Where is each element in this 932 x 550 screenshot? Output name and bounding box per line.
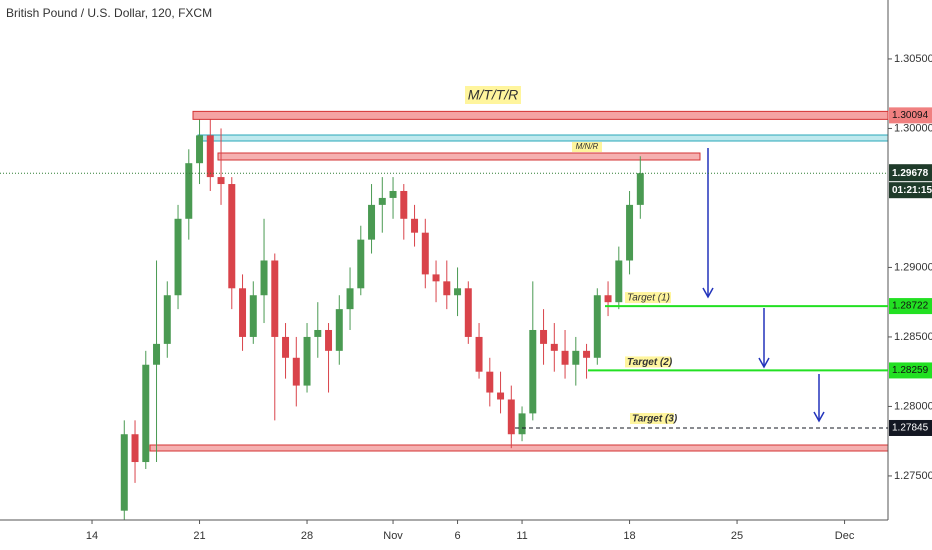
price-tag-label: 1.30094 <box>892 110 929 121</box>
candle-body <box>604 295 612 303</box>
candle-body <box>185 163 193 219</box>
candle-body <box>421 232 429 275</box>
price-tag-label: 1.28259 <box>892 365 929 376</box>
candle-body <box>615 260 623 303</box>
annotation-text: M/N/R <box>576 142 599 151</box>
candle-body <box>561 350 569 365</box>
price-tag <box>889 107 932 124</box>
price-tag-label: 1.29678 <box>892 168 929 179</box>
countdown-label: 01:21:15 <box>892 185 932 196</box>
candle-body <box>249 295 257 337</box>
candle-body <box>163 295 171 344</box>
arrows <box>702 148 825 423</box>
candle-body <box>497 392 505 400</box>
candle-body <box>142 364 150 463</box>
arrow-head <box>702 287 714 299</box>
annotation-text: M/T/T/R <box>468 87 519 103</box>
candle-body <box>550 343 558 351</box>
candle-body <box>153 343 161 365</box>
candle-body <box>271 260 279 337</box>
x-tick-label: 18 <box>623 530 635 542</box>
candle-body <box>529 329 537 414</box>
annotation-text: Target (3) <box>632 414 678 425</box>
candle-body <box>196 135 204 164</box>
candle-body <box>411 218 419 233</box>
candle-body <box>400 190 408 219</box>
candle-body <box>540 329 548 344</box>
y-tick-label: 1.28500 <box>894 331 932 343</box>
candle-body <box>389 190 397 198</box>
candle-body <box>443 281 451 296</box>
price-tag <box>889 164 932 182</box>
candle-body <box>583 350 591 358</box>
candle-body <box>475 336 483 372</box>
candle-body <box>432 274 440 282</box>
candle-body <box>131 434 139 463</box>
candle-body <box>593 295 601 358</box>
x-tick-label: 14 <box>86 530 98 542</box>
candle-body <box>217 177 225 185</box>
candle-body <box>518 413 526 435</box>
x-tick-label: Nov <box>383 530 403 542</box>
candle-body <box>206 135 214 178</box>
arrow-head <box>813 411 825 423</box>
cyan-zone <box>197 134 889 142</box>
annotation-bg <box>625 356 671 368</box>
y-tick-label: 1.30500 <box>894 53 932 65</box>
y-tick-label: 1.30000 <box>894 122 932 134</box>
arrow-head <box>758 357 770 369</box>
candle-body <box>292 357 300 386</box>
candle-body <box>626 204 634 261</box>
price-tag-label: 1.28722 <box>892 301 929 312</box>
candle-body <box>260 260 268 296</box>
annotation-bg <box>465 86 521 104</box>
resistance-zone <box>192 110 889 120</box>
candle-body <box>464 288 472 337</box>
y-tick-label: 1.27500 <box>894 470 932 482</box>
x-tick-label: 28 <box>301 530 313 542</box>
candle-body <box>357 239 365 289</box>
x-tick-label: 6 <box>454 530 460 542</box>
candle-body <box>174 218 182 296</box>
price-tag <box>889 362 932 379</box>
plot <box>120 114 644 521</box>
price-tag <box>889 419 932 436</box>
x-tick-label: Dec <box>835 530 855 542</box>
annotation-bg <box>630 412 674 424</box>
candle-body <box>282 336 290 358</box>
annotation-bg <box>625 292 671 304</box>
annotation-text: Target (1) <box>627 293 670 304</box>
y-tick-label: 1.29000 <box>894 261 932 273</box>
support-zone <box>149 444 889 452</box>
candle-body <box>507 399 515 435</box>
x-tick-label: 11 <box>516 530 527 542</box>
candle-body <box>335 309 343 351</box>
candle-body <box>486 371 494 393</box>
annotation-text: Target (2) <box>627 357 673 368</box>
mnr-zone <box>217 152 701 161</box>
candle-body <box>239 288 247 337</box>
y-tick-label: 1.28000 <box>894 400 932 412</box>
candle-body <box>325 329 333 351</box>
chart-title: British Pound / U.S. Dollar, 120, FXCM <box>6 6 212 20</box>
price-tag-label: 1.27845 <box>892 423 929 434</box>
candle-body <box>303 336 311 386</box>
candle-body <box>572 350 580 365</box>
candle-body <box>228 184 236 289</box>
candle-body <box>378 197 386 205</box>
candle-body <box>346 288 354 310</box>
x-tick-label: 21 <box>193 530 205 542</box>
candle-body <box>368 204 376 240</box>
candle-body <box>454 288 462 296</box>
annotation-bg <box>572 142 602 152</box>
candle-body <box>314 329 322 337</box>
price-tag <box>889 298 932 315</box>
candle-body <box>120 434 128 511</box>
x-tick-label: 25 <box>731 530 743 542</box>
countdown-tag <box>889 182 932 199</box>
candle-body <box>636 173 644 205</box>
